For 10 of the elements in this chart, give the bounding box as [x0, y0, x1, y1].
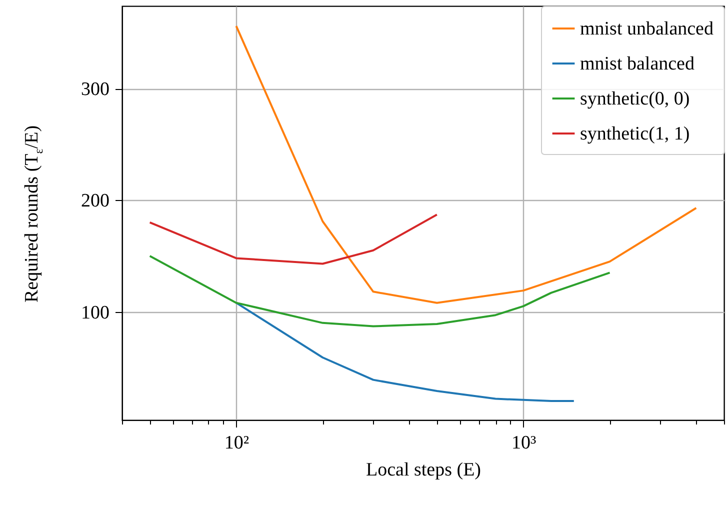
y-tick-label: 100 [81, 302, 110, 324]
x-axis-title: Local steps (E) [366, 460, 482, 480]
legend-label: synthetic(0, 0) [580, 88, 690, 110]
legend-label: mnist balanced [580, 54, 695, 74]
y-tick-label: 200 [81, 190, 110, 212]
y-tick-label: 300 [81, 79, 110, 100]
x-tick-label: 10³ [511, 432, 536, 454]
x-tick-label: 10² [224, 432, 250, 454]
legend-label: mnist unbalanced [580, 18, 714, 40]
legend-label: synthetic(1, 1) [580, 124, 690, 144]
